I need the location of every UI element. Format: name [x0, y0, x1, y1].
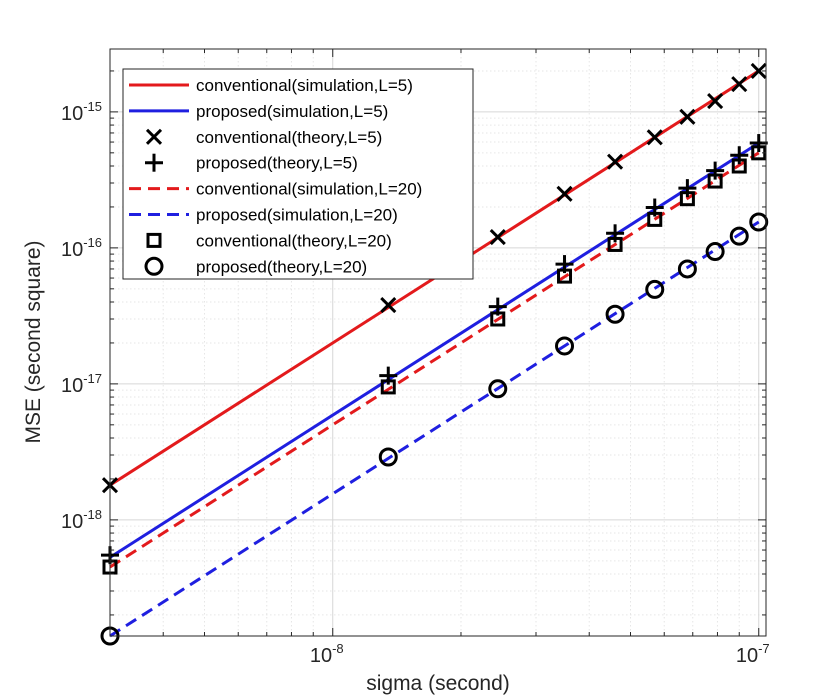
- data-point-x-stroke: [707, 93, 724, 110]
- x-axis-label: sigma (second): [366, 672, 510, 695]
- legend-marker-swatch: [144, 256, 164, 276]
- y-tick-label-base: 10: [61, 511, 83, 533]
- legend-marker-swatch: [145, 153, 163, 172]
- series-line-conventional-simulation-l-20: [109, 151, 760, 569]
- legend-entry: proposed(theory,L=5): [145, 153, 358, 173]
- x-tick-label: 10-8: [310, 641, 344, 667]
- y-tick-label-exponent: -16: [83, 235, 102, 250]
- data-point-x: [679, 108, 696, 125]
- data-point-x-stroke: [646, 129, 663, 146]
- data-point-x-stroke: [556, 185, 573, 202]
- legend-label: proposed(simulation,L=5): [196, 102, 388, 121]
- x-tick-label-base: 10: [736, 645, 758, 667]
- data-point-+: [749, 134, 768, 153]
- x-tick-label-base: 10: [310, 645, 332, 667]
- data-point-x-stroke: [679, 108, 696, 125]
- data-point-square: [607, 236, 623, 252]
- data-point-x-stroke: [380, 296, 397, 314]
- y-tick-label: 10-16: [61, 235, 102, 261]
- data-point-circle: [749, 212, 769, 232]
- legend-label: proposed(simulation,L=20): [196, 206, 398, 225]
- data-point-square: [679, 191, 695, 207]
- data-point-circle: [645, 279, 665, 299]
- legend-label: conventional(theory,L=5): [196, 128, 382, 147]
- legend: conventional(simulation,L=5) proposed(sim…: [122, 68, 474, 280]
- data-point-x: [731, 76, 748, 93]
- y-tick-label-base: 10: [61, 375, 83, 397]
- legend-label: conventional(simulation,L=20): [196, 180, 422, 199]
- legend-entry: conventional(simulation,L=5): [129, 76, 413, 95]
- x-tick-label-exponent: -7: [758, 641, 770, 656]
- legend-entry: proposed(simulation,L=5): [129, 102, 388, 121]
- data-point-+: [706, 161, 725, 180]
- legend-label: conventional(simulation,L=5): [196, 76, 413, 95]
- y-tick-label: 10-18: [61, 507, 102, 533]
- data-point-square: [490, 311, 506, 327]
- legend-label: conventional(theory,L=20): [196, 231, 392, 250]
- y-tick-label: 10-15: [61, 99, 102, 125]
- data-point-circle: [705, 242, 725, 262]
- x-tick-label-exponent: -8: [332, 641, 344, 656]
- y-tick-label-exponent: -15: [83, 99, 102, 114]
- data-point-square: [707, 173, 723, 189]
- data-point-circle: [677, 259, 697, 279]
- data-point-x-stroke: [750, 62, 767, 80]
- data-point-x: [707, 93, 724, 110]
- y-axis-label: MSE (second square): [22, 240, 45, 443]
- legend-marker-swatch: [146, 232, 162, 248]
- y-tick-label: 10-17: [61, 371, 102, 397]
- data-point-circle: [555, 336, 575, 356]
- y-tick-label-base: 10: [61, 239, 83, 261]
- y-tick-label-exponent: -18: [83, 507, 102, 522]
- data-point-square: [731, 158, 747, 174]
- data-point-x: [380, 296, 397, 314]
- data-point-x-stroke: [731, 76, 748, 93]
- data-point-circle: [378, 447, 398, 467]
- x-tick-label: 10-7: [736, 641, 770, 667]
- axis-ticks: [109, 49, 766, 636]
- data-point-square: [557, 268, 573, 284]
- legend-box: [122, 68, 474, 280]
- legend-entry: conventional(simulation,L=20): [129, 180, 422, 199]
- series-markers-conventional-theory-l-5: [101, 62, 767, 494]
- legend-label: proposed(theory,L=5): [196, 154, 358, 173]
- series-line-proposed-simulation-l-20: [109, 220, 760, 638]
- data-point-x: [556, 185, 573, 202]
- data-point-square: [647, 211, 663, 227]
- legend-entry: conventional(theory,L=5): [145, 128, 382, 147]
- legend-label: proposed(theory,L=20): [196, 257, 367, 276]
- legend-marker-swatch-stroke: [145, 128, 163, 145]
- legend-entry: conventional(theory,L=20): [146, 231, 392, 250]
- legend-marker-swatch: [145, 128, 163, 145]
- legend-entry: proposed(theory,L=20): [144, 256, 367, 276]
- data-point-x: [750, 62, 767, 80]
- data-point-circle: [729, 226, 749, 246]
- y-tick-label-base: 10: [61, 103, 83, 125]
- data-point-x: [646, 129, 663, 146]
- data-point-circle: [605, 304, 625, 324]
- x-tick-labels: 10-8 10-7: [310, 641, 770, 667]
- legend-entry: proposed(simulation,L=20): [129, 206, 398, 225]
- data-point-x: [607, 153, 624, 170]
- data-point-x-stroke: [489, 229, 506, 246]
- data-point-square: [380, 379, 396, 395]
- data-point-x: [489, 229, 506, 246]
- y-tick-label-exponent: -17: [83, 371, 102, 386]
- data-point-x-stroke: [607, 153, 624, 170]
- data-point-circle: [488, 379, 508, 399]
